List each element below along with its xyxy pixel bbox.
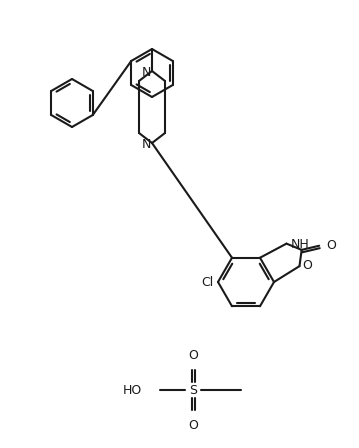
Text: O: O xyxy=(188,349,198,362)
Text: N: N xyxy=(141,65,151,78)
Text: NH: NH xyxy=(290,238,309,251)
Text: Cl: Cl xyxy=(202,276,214,289)
Text: HO: HO xyxy=(123,383,142,396)
Text: O: O xyxy=(188,418,198,431)
Text: S: S xyxy=(189,383,197,396)
Text: N: N xyxy=(141,138,151,151)
Text: O: O xyxy=(326,239,336,252)
Text: O: O xyxy=(303,258,312,271)
